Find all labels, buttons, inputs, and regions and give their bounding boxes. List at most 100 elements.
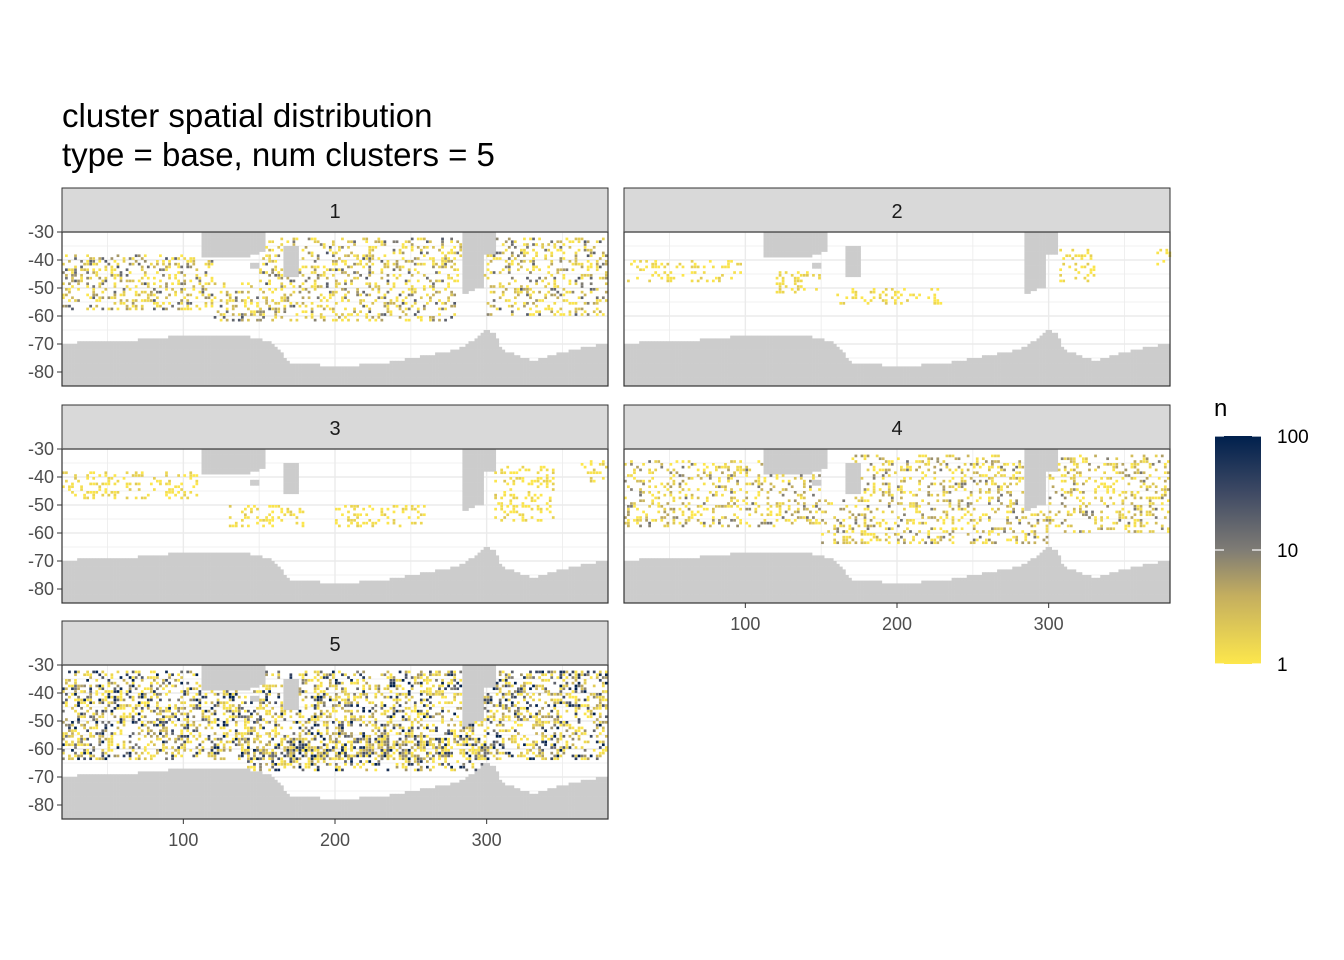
data-cell [308, 749, 311, 752]
data-cell [581, 274, 584, 277]
data-cell [496, 238, 499, 241]
data-cell [147, 494, 150, 497]
data-cell [168, 710, 171, 713]
data-cell [526, 268, 529, 271]
data-cell [147, 266, 150, 269]
data-cell [214, 710, 217, 713]
data-cell [299, 735, 302, 738]
data-cell [1164, 485, 1167, 488]
data-cell [132, 682, 135, 685]
data-cell [861, 541, 864, 544]
data-cell [435, 673, 438, 676]
data-cell [89, 732, 92, 735]
data-cell [150, 699, 153, 702]
data-cell [764, 477, 767, 480]
data-cell [534, 480, 537, 483]
data-cell [114, 690, 117, 693]
data-cell [311, 732, 314, 735]
data-cell [1012, 469, 1015, 472]
data-cell [484, 274, 487, 277]
data-cell [590, 480, 593, 483]
data-cell [809, 480, 812, 483]
data-cell [1061, 474, 1064, 477]
data-cell [329, 685, 332, 688]
data-cell [344, 260, 347, 263]
data-cell [450, 291, 453, 294]
data-cell [314, 704, 317, 707]
data-cell [205, 263, 208, 266]
data-cell [991, 463, 994, 466]
data-cell [724, 463, 727, 466]
data-cell [141, 268, 144, 271]
data-cell [92, 271, 95, 274]
data-cell [101, 732, 104, 735]
data-cell [299, 268, 302, 271]
data-cell [223, 746, 226, 749]
data-cell [183, 741, 186, 744]
data-cell [556, 310, 559, 313]
data-cell [344, 271, 347, 274]
data-cell [447, 260, 450, 263]
data-cell [441, 302, 444, 305]
data-cell [259, 288, 262, 291]
data-cell [195, 682, 198, 685]
data-cell [499, 718, 502, 721]
data-cell [268, 752, 271, 755]
data-cell [387, 676, 390, 679]
data-cell [757, 525, 760, 528]
data-cell [581, 463, 584, 466]
data-cell [365, 240, 368, 243]
data-cell [642, 480, 645, 483]
data-cell [362, 508, 365, 511]
data-cell [126, 485, 129, 488]
data-cell [450, 687, 453, 690]
data-cell [195, 729, 198, 732]
data-cell [596, 260, 599, 263]
data-cell [553, 285, 556, 288]
data-cell [660, 466, 663, 469]
data-cell [703, 463, 706, 466]
data-cell [1161, 494, 1164, 497]
data-cell [761, 483, 764, 486]
data-cell [202, 713, 205, 716]
data-cell [933, 466, 936, 469]
data-cell [77, 721, 80, 724]
data-cell [411, 243, 414, 246]
data-cell [98, 299, 101, 302]
data-cell [718, 480, 721, 483]
data-cell [95, 693, 98, 696]
data-cell [268, 687, 271, 690]
data-cell [882, 494, 885, 497]
data-cell [1000, 474, 1003, 477]
data-cell [144, 735, 147, 738]
data-cell [1155, 497, 1158, 500]
data-cell [384, 729, 387, 732]
data-cell [1167, 530, 1170, 533]
data-cell [238, 732, 241, 735]
data-cell [535, 305, 538, 308]
data-cell [283, 308, 286, 311]
data-cell [1012, 508, 1015, 511]
data-cell [350, 715, 353, 718]
data-cell [936, 288, 939, 291]
data-cell [447, 732, 450, 735]
data-cell [581, 291, 584, 294]
data-cell [180, 488, 183, 491]
data-cell [673, 469, 676, 472]
data-cell [490, 285, 493, 288]
data-cell [126, 308, 129, 311]
data-cell [511, 738, 514, 741]
data-cell [89, 491, 92, 494]
data-cell [235, 735, 238, 738]
data-cell [329, 735, 332, 738]
data-cell [1134, 522, 1137, 525]
data-cell [214, 738, 217, 741]
data-cell [108, 685, 111, 688]
data-cell [95, 271, 98, 274]
data-cell [111, 673, 114, 676]
data-cell [508, 755, 511, 758]
data-cell [223, 704, 226, 707]
data-cell [1155, 455, 1158, 458]
data-cell [979, 519, 982, 522]
data-cell [903, 541, 906, 544]
